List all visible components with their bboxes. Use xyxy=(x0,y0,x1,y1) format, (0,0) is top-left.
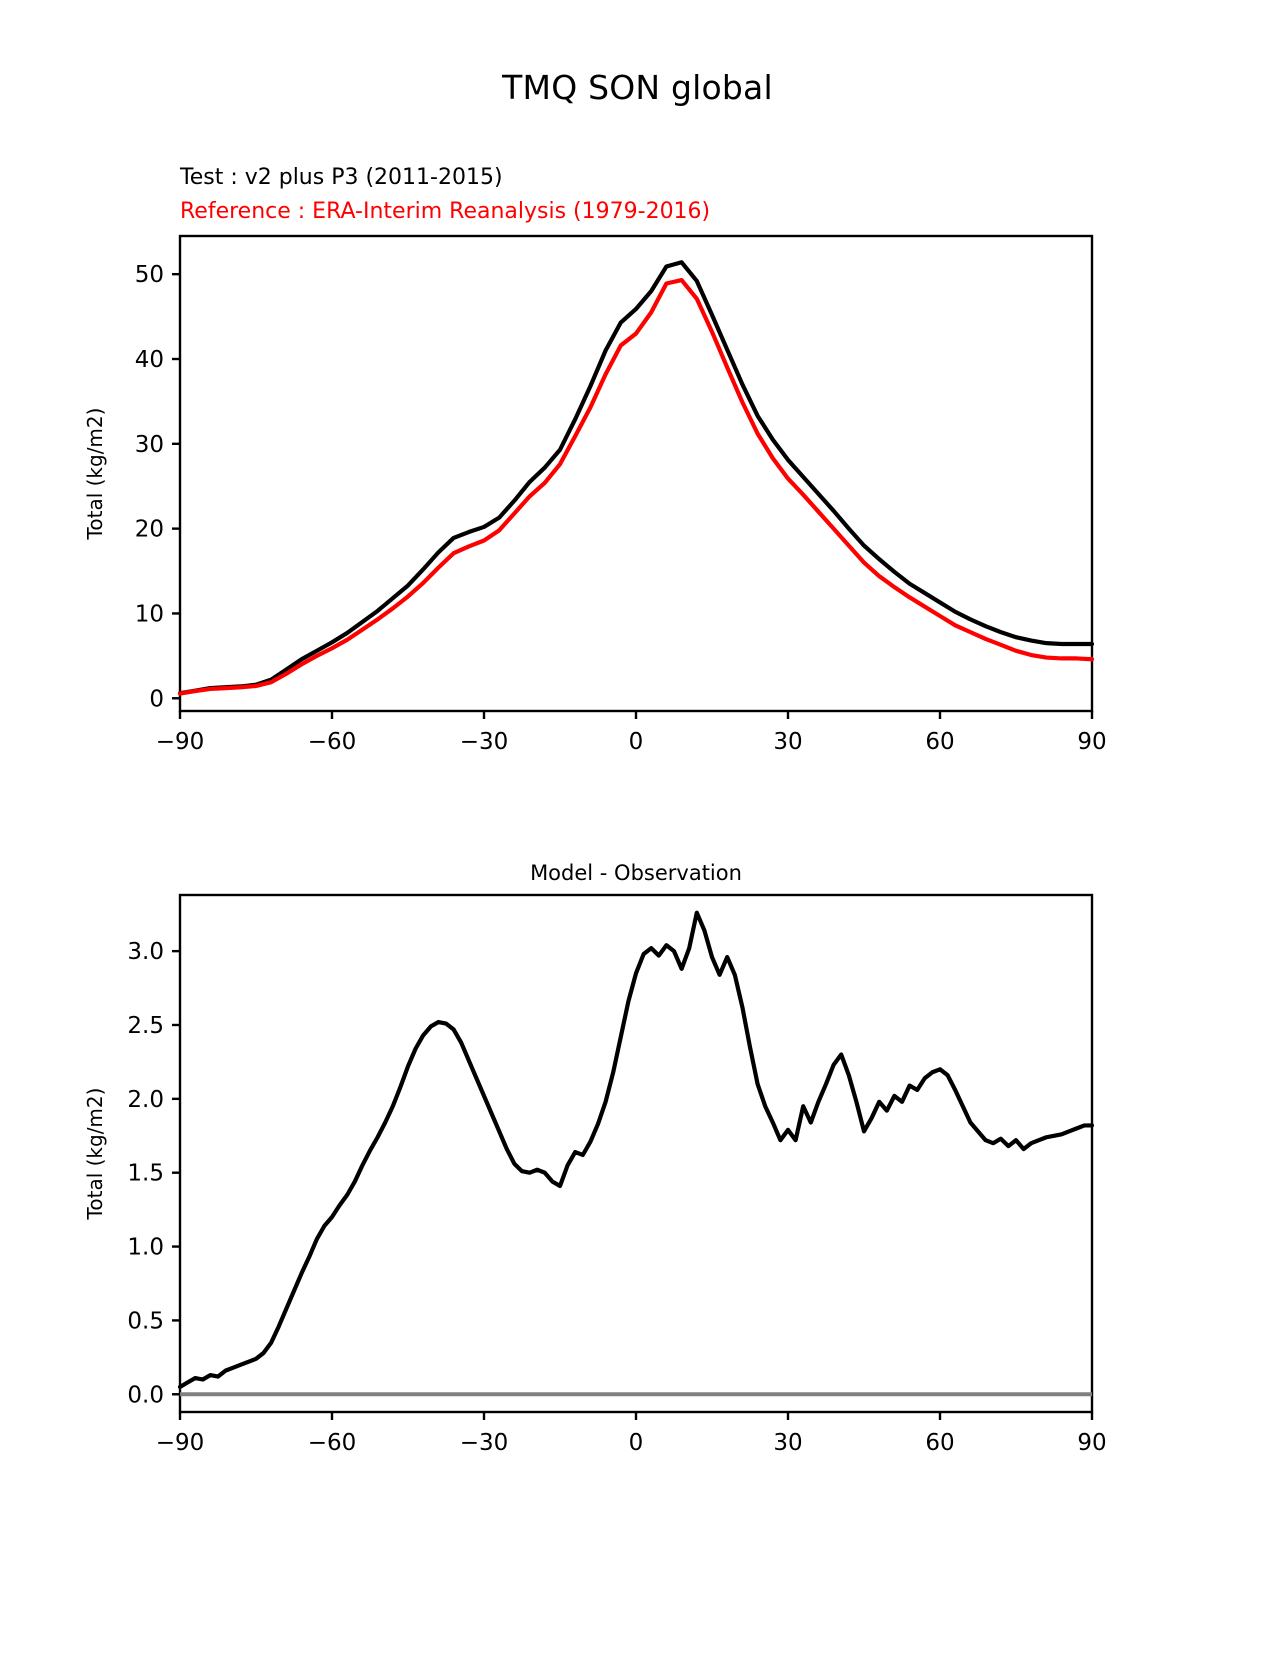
main-panel-xticklabel: 30 xyxy=(773,729,802,755)
difference-panel: −90 −60 −30 0 30 60 90 0.0 0.5 1.0 1.5 2.0 2.5 3.0 Tot… xyxy=(83,893,1107,1456)
main-panel: −90 −60 −30 0 30 60 90 0 10 20 30 40 50 Total (kg/m2) xyxy=(83,234,1107,755)
main-panel-ylabel: Total (kg/m2) xyxy=(83,408,107,541)
difference-panel-yticklabel: 2.5 xyxy=(127,1013,164,1039)
main-panel-yticklabel: 50 xyxy=(135,262,164,288)
main-panel-yticklabel: 30 xyxy=(135,432,164,458)
main-panel-yticklabel: 10 xyxy=(135,601,164,627)
main-panel-yticklabel: 40 xyxy=(135,347,164,373)
difference-panel-yticklabel: 0.0 xyxy=(127,1382,164,1408)
difference-panel-xticklabel: −30 xyxy=(460,1430,509,1456)
difference-panel-xticklabel: 0 xyxy=(629,1430,644,1456)
main-panel-yticklabel: 0 xyxy=(149,686,164,712)
main-panel-series-line xyxy=(177,278,1095,696)
difference-panel-xticklabel: 30 xyxy=(773,1430,802,1456)
legend-reference-label: Reference : ERA-Interim Reanalysis (1979… xyxy=(180,199,711,224)
main-panel-xticklabel: −90 xyxy=(156,729,205,755)
difference-panel-yticklabel: 1.0 xyxy=(127,1235,164,1261)
figure-suptitle: TMQ SON global xyxy=(502,68,773,107)
legend-test-label: Test : v2 plus P3 (2011-2015) xyxy=(180,165,503,190)
difference-panel-series-line xyxy=(177,910,1095,1389)
difference-panel-xticklabel: 60 xyxy=(925,1430,954,1456)
main-panel-xticklabel: −60 xyxy=(308,729,357,755)
difference-panel-xticklabel: 90 xyxy=(1077,1430,1106,1456)
difference-panel-yticklabel: 0.5 xyxy=(127,1308,164,1334)
difference-panel-ylabel: Total (kg/m2) xyxy=(83,1088,107,1221)
main-panel-yticklabel: 20 xyxy=(135,517,164,543)
main-panel-xticklabel: 90 xyxy=(1077,729,1106,755)
main-panel-series-line xyxy=(177,260,1095,696)
difference-panel-yticklabel: 2.0 xyxy=(127,1087,164,1113)
main-panel-xticklabel: −30 xyxy=(460,729,509,755)
difference-panel-yticklabel: 3.0 xyxy=(127,939,164,965)
difference-panel-xticklabel: −90 xyxy=(156,1430,205,1456)
difference-panel-title: Model - Observation xyxy=(530,861,742,885)
difference-panel-xticklabel: −60 xyxy=(308,1430,357,1456)
main-panel-xticklabel: 0 xyxy=(629,729,644,755)
main-panel-xticklabel: 60 xyxy=(925,729,954,755)
difference-panel-yticklabel: 1.5 xyxy=(127,1161,164,1187)
